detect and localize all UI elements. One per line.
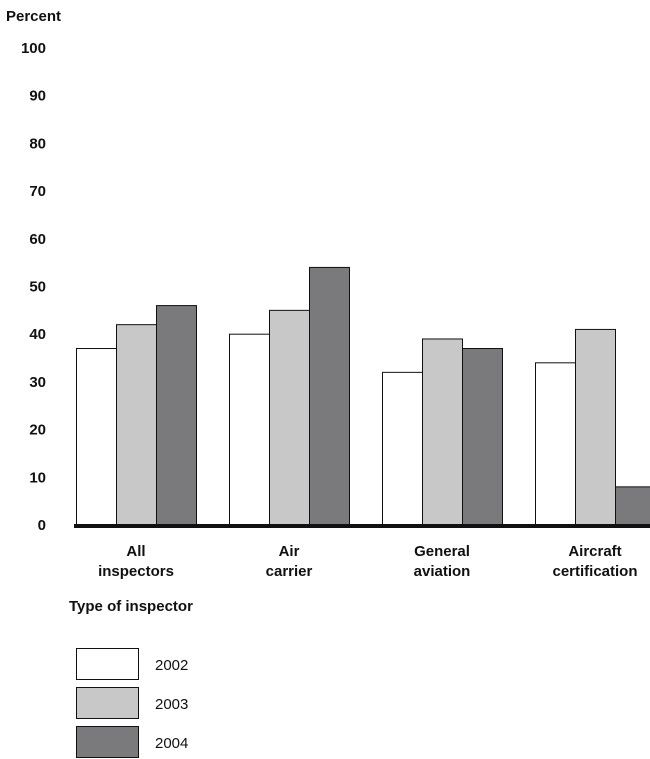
legend-label-2004: 2004 [155, 735, 188, 752]
bar-2003-3 [576, 329, 616, 525]
bar-2002-1 [230, 334, 270, 525]
category-label: General aviation [414, 543, 471, 580]
bar-2003-2 [423, 339, 463, 525]
category-label: All inspectors [98, 543, 174, 580]
bars [77, 267, 650, 525]
y-tick-label: 80 [29, 135, 46, 152]
y-tick-label: 60 [29, 231, 46, 248]
bar-2004-2 [463, 349, 503, 525]
bar-2002-0 [77, 349, 117, 525]
legend-label-2003: 2003 [155, 696, 188, 713]
bar-2003-0 [117, 325, 157, 525]
legend-swatch-2003 [77, 688, 139, 719]
y-tick-label: 20 [29, 422, 46, 439]
x-axis-categories: All inspectors Air carrier General aviation Ai… [98, 543, 637, 580]
category-label: Air carrier [266, 543, 313, 580]
y-tick-label: 40 [29, 326, 46, 343]
bar-2002-2 [383, 372, 423, 525]
y-axis-label: Percent [6, 8, 61, 25]
y-tick-label: 0 [38, 517, 46, 534]
legend-label-2002: 2002 [155, 657, 188, 674]
bar-2002-3 [536, 363, 576, 525]
category-label: Aircraft certification [552, 543, 637, 580]
legend-swatch-2002 [77, 649, 139, 680]
legend: 2002 2003 2004 [77, 649, 189, 758]
y-tick-label: 10 [29, 469, 46, 486]
y-tick-label: 100 [21, 40, 46, 57]
bar-2004-3 [616, 487, 650, 525]
y-tick-label: 30 [29, 374, 46, 391]
x-axis-label: Type of inspector [69, 598, 193, 615]
y-tick-label: 50 [29, 279, 46, 296]
bar-2003-1 [270, 310, 310, 525]
y-axis-ticks: 0 10 20 30 40 50 60 70 80 90 100 [21, 40, 46, 534]
legend-swatch-2004 [77, 727, 139, 758]
bar-2004-0 [157, 306, 197, 525]
bar-2004-1 [310, 267, 350, 525]
y-tick-label: 70 [29, 183, 46, 200]
y-tick-label: 90 [29, 88, 46, 105]
